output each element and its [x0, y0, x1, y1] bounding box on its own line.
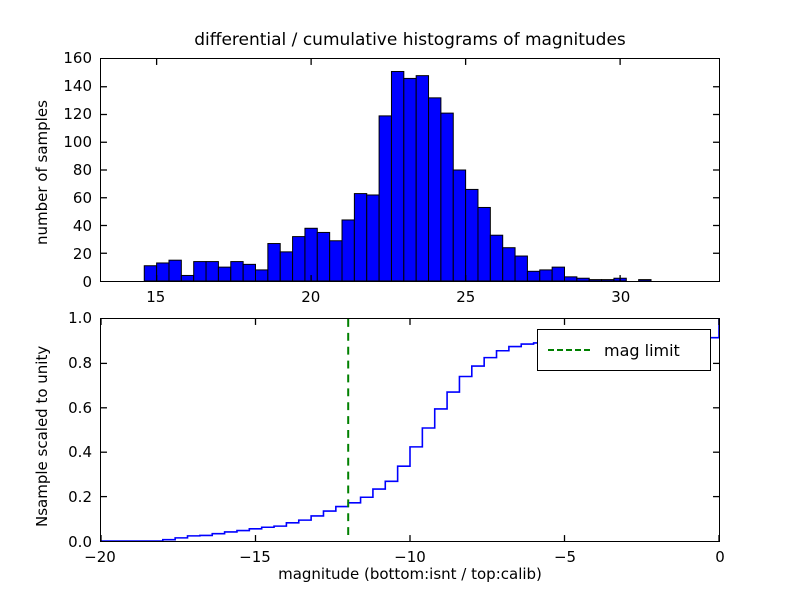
histogram-bar — [551, 266, 565, 281]
histogram-bar — [526, 270, 541, 281]
x-tick-label: 15 — [146, 288, 166, 306]
x-tick-label: 0 — [715, 548, 725, 566]
histogram-bar — [428, 97, 442, 281]
legend: mag limit — [537, 329, 711, 371]
top-panel-y-axis-label: number of samples — [33, 100, 51, 245]
y-tick-label: 140 — [63, 77, 92, 95]
histogram-bar — [180, 274, 195, 281]
histogram-bar — [366, 194, 380, 281]
histogram-bar — [564, 276, 578, 281]
histogram-bar — [588, 279, 603, 281]
y-tick-label: 80 — [72, 161, 92, 179]
histogram-bar — [465, 188, 479, 281]
y-tick-label: 0 — [82, 273, 92, 291]
histogram-bar — [304, 227, 318, 281]
histogram-bar — [143, 265, 158, 281]
y-tick-label: 1.0 — [68, 309, 92, 327]
histogram-bar — [477, 206, 491, 281]
histogram-bar — [502, 247, 516, 281]
histogram-bar — [193, 261, 207, 281]
histogram-bar — [205, 261, 219, 281]
y-tick-label: 0.4 — [68, 443, 92, 462]
x-tick-label: −20 — [84, 548, 116, 566]
histogram-bar — [403, 77, 417, 281]
histogram-bar — [292, 236, 306, 281]
y-tick-label: 60 — [72, 189, 92, 207]
histogram-bar — [353, 193, 368, 281]
histogram-bar — [279, 251, 294, 281]
x-tick-label: 20 — [301, 288, 321, 306]
histogram-bar — [267, 243, 281, 281]
histogram-bar — [230, 261, 244, 281]
y-tick-label: 100 — [63, 133, 92, 151]
histogram-bar — [489, 234, 504, 281]
mag-limit-line-icon — [548, 349, 590, 351]
histogram-bar — [576, 277, 590, 281]
histogram-bar — [255, 269, 269, 281]
histogram-bar — [378, 115, 392, 281]
histogram-bar — [316, 231, 331, 281]
differential-histogram-panel — [100, 58, 720, 282]
y-tick-label: 0.8 — [68, 353, 92, 372]
y-tick-label: 0.0 — [68, 533, 92, 551]
histogram-bar — [539, 269, 553, 281]
histogram-bar — [452, 169, 467, 281]
histogram-bar — [156, 262, 170, 281]
legend-entry-label: mag limit — [604, 340, 680, 360]
chart-title: differential / cumulative histograms of … — [194, 30, 626, 50]
histogram-bar — [217, 266, 232, 281]
x-axis-label: magnitude (bottom:isnt / top:calib) — [278, 565, 542, 583]
x-tick-label: −15 — [239, 548, 271, 566]
y-tick-label: 120 — [63, 105, 92, 123]
y-tick-label: 160 — [63, 49, 92, 67]
y-tick-label: 0.6 — [68, 398, 92, 417]
differential-histogram-plot — [101, 59, 719, 281]
y-tick-label: 40 — [72, 217, 92, 235]
histogram-bar — [638, 279, 652, 281]
x-tick-label: 25 — [456, 288, 476, 306]
histogram-bar — [514, 255, 528, 281]
y-tick-label: 0.2 — [68, 488, 92, 507]
histogram-bar — [242, 263, 256, 281]
histogram-bar — [601, 279, 615, 281]
bottom-panel-y-axis-label: Nsample scaled to unity — [33, 345, 51, 527]
histogram-bar — [415, 75, 430, 281]
x-tick-label: −5 — [553, 548, 577, 566]
x-tick-label: −10 — [394, 548, 426, 566]
histogram-bar — [390, 70, 405, 281]
histogram-bar — [168, 259, 182, 281]
histogram-bar — [341, 219, 355, 281]
histogram-bar — [329, 240, 343, 281]
x-tick-label: 30 — [611, 288, 631, 306]
y-tick-label: 20 — [72, 245, 92, 263]
histogram-bar — [440, 112, 454, 281]
